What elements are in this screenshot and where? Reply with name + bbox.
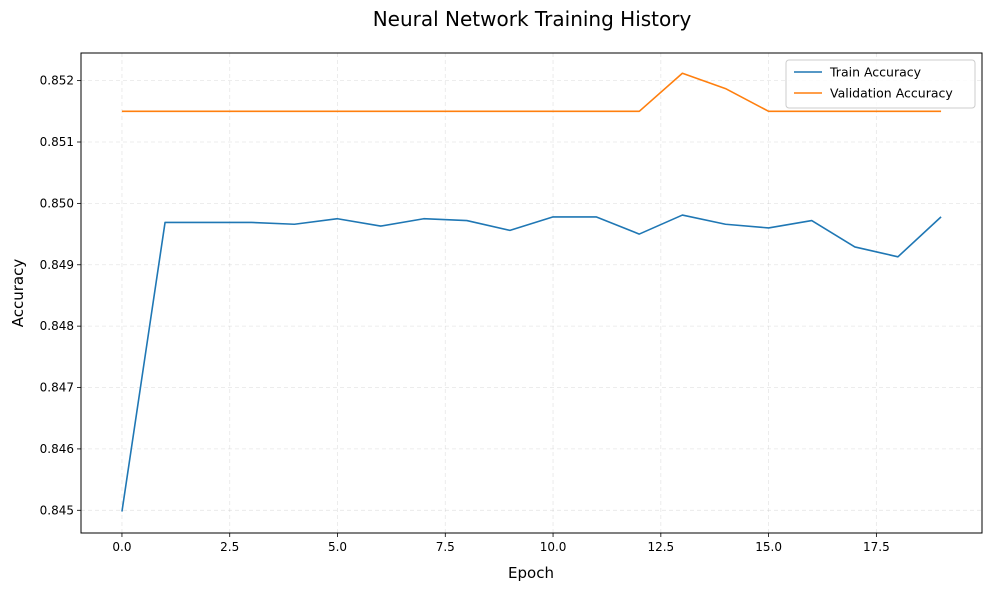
y-tick-label: 0.845 <box>40 503 74 517</box>
legend-label-validation: Validation Accuracy <box>830 86 953 101</box>
x-axis-label: Epoch <box>508 564 554 582</box>
x-tick-label: 0.0 <box>112 540 131 554</box>
y-axis-label: Accuracy <box>9 259 27 328</box>
x-tick-label: 12.5 <box>647 540 674 554</box>
x-tick-label: 7.5 <box>436 540 455 554</box>
x-tick-label: 17.5 <box>863 540 890 554</box>
series-line-validation-accuracy <box>121 72 942 113</box>
y-tick-label: 0.849 <box>40 258 74 272</box>
grid-lines <box>81 53 982 533</box>
y-tick-label: 0.846 <box>40 442 74 456</box>
series-line-train-accuracy <box>121 214 942 512</box>
x-tick-label: 2.5 <box>220 540 239 554</box>
x-tick-label: 15.0 <box>755 540 782 554</box>
series-layer <box>121 72 942 512</box>
y-tick-label: 0.851 <box>40 135 74 149</box>
legend-box <box>785 59 976 109</box>
y-tick-label: 0.848 <box>40 319 74 333</box>
y-axis-ticks: 0.845 0.846 0.847 0.848 0.849 0.850 0.851 0.852 <box>40 74 81 517</box>
x-tick-label: 10.0 <box>540 540 567 554</box>
legend-label-train: Train Accuracy <box>829 65 922 80</box>
legend: Train Accuracy Validation Accuracy <box>785 59 976 109</box>
y-tick-label: 0.852 <box>40 74 74 88</box>
y-tick-label: 0.850 <box>40 196 74 210</box>
plot-frame <box>80 52 983 534</box>
x-tick-label: 5.0 <box>328 540 347 554</box>
chart-title: Neural Network Training History <box>373 7 692 31</box>
y-tick-label: 0.847 <box>40 381 74 395</box>
x-axis-ticks: 0.0 2.5 5.0 7.5 10.0 12.5 15.0 17.5 <box>112 533 890 554</box>
